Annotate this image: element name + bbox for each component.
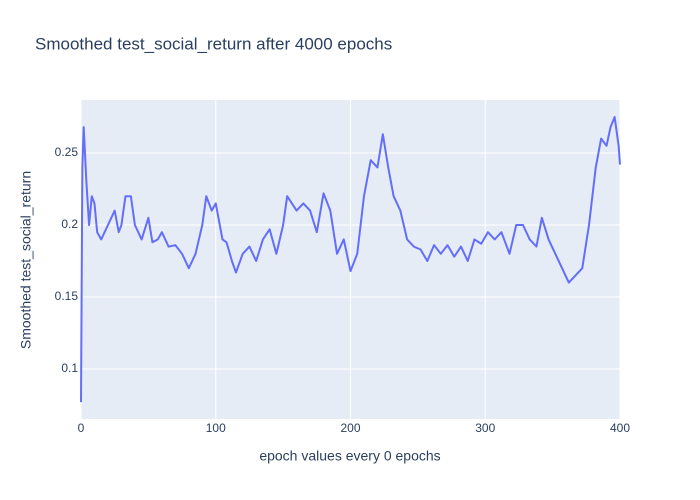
x-axis-label: epoch values every 0 epochs [259,448,440,464]
x-tick-label: 400 [610,421,630,435]
x-tick-label: 200 [340,421,360,435]
y-tick-label: 0.1 [61,361,78,375]
x-tick-label: 0 [78,421,85,435]
x-tick-label: 300 [475,421,495,435]
y-tick-label: 0.15 [55,289,79,303]
y-tick-label: 0.25 [55,145,79,159]
y-tick-label: 0.2 [61,217,78,231]
chart-title: Smoothed test_social_return after 4000 e… [35,34,392,53]
y-axis-label: Smoothed test_social_return [18,171,34,349]
data-line [80,115,621,403]
x-tick-label: 100 [206,421,226,435]
